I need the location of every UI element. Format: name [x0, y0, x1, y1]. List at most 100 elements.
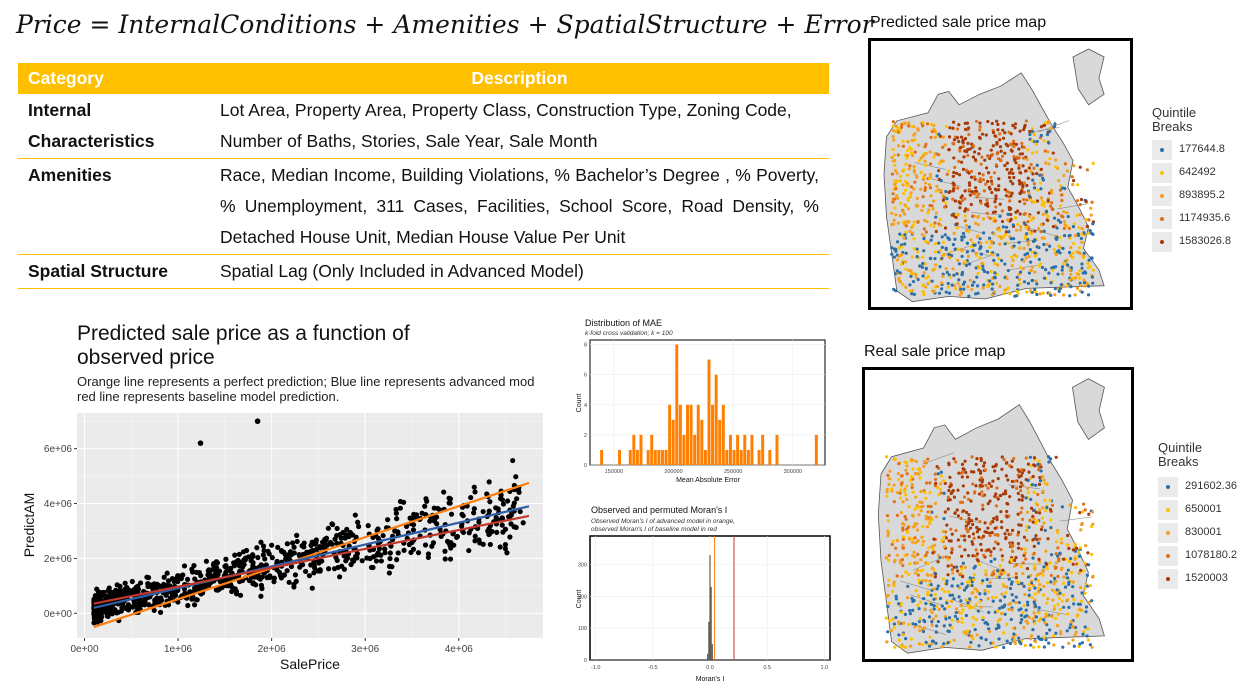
- map-sale-point: [951, 571, 955, 575]
- map-sale-point: [1054, 561, 1059, 565]
- scatter-point: [193, 569, 200, 576]
- scatter-point: [117, 583, 123, 589]
- map-sale-point: [1042, 618, 1046, 622]
- mae-bar: [736, 434, 740, 465]
- map-sale-point: [1032, 611, 1036, 615]
- map-sale-point: [959, 135, 964, 139]
- map-sale-point: [1085, 573, 1089, 577]
- map-sale-point: [965, 475, 970, 479]
- map-sale-point: [1073, 557, 1077, 561]
- map-sale-point: [914, 561, 918, 565]
- map-sale-point: [935, 465, 939, 469]
- map-sale-point: [1020, 506, 1024, 510]
- map-sale-point: [939, 188, 943, 193]
- scatter-point: [380, 532, 386, 539]
- map-sale-point: [1032, 544, 1036, 548]
- map-sale-point: [886, 583, 891, 588]
- map-sale-point: [1086, 261, 1090, 266]
- map-sale-point: [1052, 607, 1056, 611]
- map-sale-point: [890, 252, 894, 256]
- map-sale-point: [941, 555, 945, 560]
- map-sale-point: [1061, 593, 1065, 597]
- map-sale-point: [984, 569, 988, 573]
- map-sale-point: [1009, 237, 1013, 241]
- map-sale-point: [1036, 590, 1041, 594]
- scatter-point: [301, 540, 307, 546]
- map-sale-point: [1000, 592, 1004, 596]
- map-sale-point: [929, 135, 933, 140]
- map-sale-point: [901, 282, 905, 287]
- map-sale-point: [984, 573, 988, 577]
- map-sale-point: [1004, 474, 1008, 478]
- map-sale-point: [1056, 212, 1060, 216]
- map-sale-point: [1039, 133, 1043, 138]
- scatter-point: [99, 608, 105, 614]
- map-sale-point: [898, 129, 903, 133]
- mae-bar: [653, 449, 657, 465]
- map-sale-point: [907, 121, 911, 125]
- map-sale-point: [896, 472, 900, 476]
- map-sale-point: [930, 623, 934, 627]
- map-sale-point: [1010, 168, 1014, 172]
- map-sale-point: [941, 193, 945, 198]
- map-sale-point: [1079, 568, 1083, 572]
- moran-x-tick-label: 0.5: [763, 665, 771, 671]
- map-sale-point: [894, 594, 898, 598]
- scatter-point: [427, 518, 433, 524]
- map-sale-point: [1032, 186, 1037, 190]
- map-sale-point: [941, 529, 945, 533]
- map-sale-point: [916, 467, 920, 471]
- map-sale-point: [997, 625, 1001, 630]
- map-sale-point: [986, 155, 990, 159]
- map-sale-point: [1076, 272, 1081, 277]
- scatter-point: [106, 606, 112, 612]
- map-sale-point: [936, 153, 940, 157]
- map-sale-point: [968, 576, 972, 580]
- map-sale-point: [1010, 191, 1014, 195]
- map-sale-point: [1069, 266, 1073, 270]
- map-sale-point: [952, 231, 956, 236]
- legend-label: 650001: [1185, 503, 1222, 515]
- map-sale-point: [1014, 556, 1018, 560]
- map-sale-point: [981, 217, 986, 221]
- map-sale-point: [973, 157, 978, 162]
- map-sale-point: [1048, 129, 1052, 134]
- map-sale-point: [1068, 278, 1072, 282]
- map-sale-point: [916, 250, 920, 254]
- legend-dot-icon: [1166, 577, 1170, 581]
- map-sale-point: [925, 550, 929, 555]
- map-sale-point: [985, 211, 989, 215]
- map-sale-point: [993, 271, 997, 275]
- map-sale-point: [933, 592, 937, 597]
- map-sale-point: [946, 281, 950, 286]
- map-sale-point: [923, 607, 927, 611]
- map-sale-point: [919, 509, 923, 513]
- map-sale-point: [1022, 259, 1026, 263]
- map-sale-point: [1036, 462, 1040, 466]
- map-sale-point: [1040, 265, 1045, 270]
- scatter-point: [306, 573, 313, 579]
- map-sale-point: [1083, 284, 1087, 288]
- map-sale-point: [934, 211, 939, 215]
- map-sale-point: [922, 464, 926, 469]
- map-sale-point: [952, 597, 956, 601]
- moran-bar: [707, 653, 709, 660]
- map-sale-point: [1005, 585, 1009, 589]
- map-sale-point: [965, 580, 970, 584]
- map-sale-point: [1079, 599, 1083, 603]
- map-sale-point: [991, 253, 995, 257]
- map-sale-point: [1030, 483, 1034, 487]
- map-sale-point: [967, 513, 971, 517]
- map-sale-point: [963, 149, 967, 153]
- map-sale-point: [893, 163, 897, 167]
- map-sale-point: [1034, 142, 1038, 146]
- scatter-point: [309, 539, 315, 545]
- scatter-point: [460, 513, 466, 519]
- scatter-point: [441, 489, 447, 495]
- map-sale-point: [1025, 251, 1030, 256]
- map-sale-point: [929, 223, 933, 227]
- legend-key: [1158, 500, 1178, 520]
- scatter-point: [415, 550, 422, 556]
- map-sale-point: [991, 519, 995, 524]
- scatter-point: [241, 561, 247, 568]
